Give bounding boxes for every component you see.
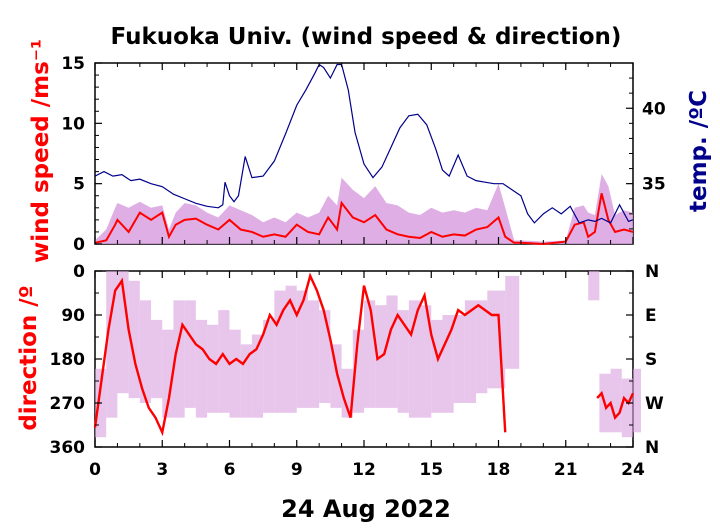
top-y2-tick-label: 40 — [642, 99, 666, 119]
top-y-tick-label: 5 — [73, 175, 85, 195]
direction-spread-bar — [453, 315, 465, 403]
x-tick-label: 6 — [224, 460, 236, 480]
direction-spread-bar — [408, 300, 421, 418]
direction-spread-bar — [352, 329, 364, 413]
direction-spread-bar — [117, 271, 129, 394]
x-tick-label: 24 — [621, 460, 645, 480]
direction-spread-bar — [330, 344, 342, 408]
direction-spread-bar — [195, 319, 208, 418]
direction-spread-bar — [173, 300, 185, 418]
wind-speed-line — [94, 193, 634, 246]
direction-spread-bar — [274, 290, 286, 413]
direction-spread-bar — [464, 300, 477, 403]
bottom-plot-area — [93, 271, 641, 438]
x-tick-label: 15 — [419, 460, 443, 480]
top-y2-tick-label: 35 — [642, 175, 666, 195]
bottom-y2-tick-label: E — [645, 306, 657, 326]
direction-spread-bar — [151, 319, 163, 399]
x-tick-label: 18 — [487, 460, 511, 480]
direction-spread-bar — [218, 310, 230, 413]
chart-title: Fukuoka Univ. (wind speed & direction) — [111, 24, 622, 50]
x-tick-label: 9 — [291, 460, 303, 480]
top-y-tick-label: 10 — [61, 114, 85, 134]
direction-spread-bar — [162, 329, 174, 418]
direction-spread-bar — [364, 300, 376, 408]
direction-spread-bar — [240, 344, 252, 418]
direction-spread-bar — [397, 310, 409, 413]
direction-spread-bar — [505, 275, 520, 369]
direction-spread-bar — [610, 368, 622, 433]
direction-spread-bar — [621, 378, 633, 438]
temperature-line — [94, 63, 634, 224]
direction-spread-bar — [128, 280, 140, 399]
direction-spread-bar — [229, 329, 241, 418]
top-y2-axis-label: temp. /ºC — [686, 90, 712, 212]
direction-spread-bar — [442, 315, 454, 413]
bottom-y2-tick-label: W — [645, 394, 664, 414]
direction-spread-bar — [476, 300, 488, 394]
bottom-y2-tick-label: S — [645, 350, 657, 370]
direction-spread-bar — [420, 305, 432, 418]
direction-spread-bar — [139, 300, 152, 403]
direction-spread-bar — [633, 368, 641, 433]
direction-spread-bar — [263, 319, 275, 413]
top-y-axis-label: wind speed /ms⁻¹ — [28, 39, 54, 263]
direction-spread-bar — [386, 295, 398, 408]
direction-spread-bar — [487, 290, 499, 389]
x-tick-label: 3 — [156, 460, 168, 480]
direction-spread-bar — [296, 290, 308, 408]
direction-panel — [93, 270, 641, 448]
bottom-y-axis-label: direction /º — [16, 285, 42, 430]
top-y-tick-label: 0 — [73, 235, 85, 255]
direction-spread-bar — [588, 271, 600, 301]
bottom-y-tick-label: 270 — [50, 394, 86, 414]
direction-spread-bar — [307, 300, 320, 408]
direction-spread-bar — [319, 310, 331, 403]
bottom-y2-tick-label: N — [645, 438, 659, 458]
direction-spread-bar — [431, 319, 443, 413]
axis-ticks: 0 3 6 9 12 15 18 21 24 0 5 10 15 35 40 0 N 90 E 180 S 270 W 360… — [50, 54, 666, 480]
direction-spread-bar — [184, 300, 196, 408]
direction-spread-bar — [106, 271, 118, 418]
x-tick-label: 0 — [89, 460, 101, 480]
direction-spread-bar — [251, 334, 264, 418]
bottom-y-tick-label: 180 — [50, 350, 86, 370]
x-tick-label: 21 — [554, 460, 578, 480]
x-axis-label: 24 Aug 2022 — [281, 495, 451, 523]
direction-spread-bar — [285, 285, 297, 413]
x-tick-label: 12 — [352, 460, 376, 480]
top-y-tick-label: 15 — [61, 54, 85, 74]
bottom-y2-tick-label: N — [645, 262, 659, 282]
direction-spread-bar — [341, 368, 353, 418]
direction-spread-bar — [207, 324, 219, 413]
wind-direction-line — [93, 272, 635, 437]
bottom-y-tick-label: 90 — [61, 306, 85, 326]
bottom-y-tick-label: 360 — [50, 438, 86, 458]
wind-gust-band — [95, 174, 633, 244]
bottom-y-tick-label: 0 — [73, 262, 85, 282]
wind-temperature-panel — [94, 62, 634, 246]
top-plot-area — [94, 63, 634, 246]
direction-spread-bar — [498, 290, 506, 389]
